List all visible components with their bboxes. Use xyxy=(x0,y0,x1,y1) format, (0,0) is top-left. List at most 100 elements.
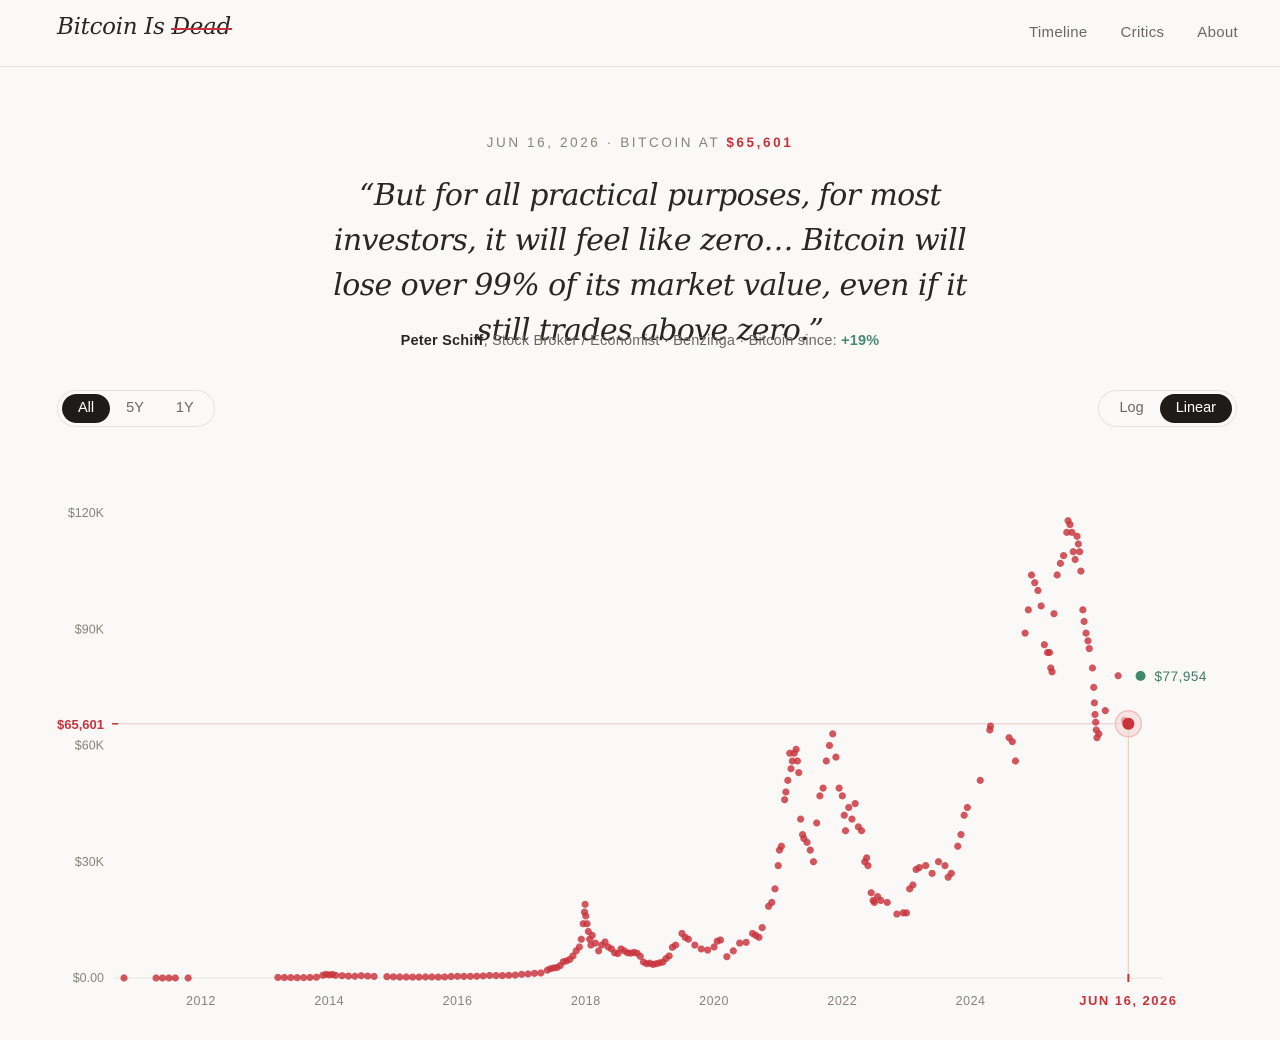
price-point xyxy=(848,815,856,823)
price-point xyxy=(1037,602,1045,610)
price-point xyxy=(838,792,846,800)
price-point xyxy=(383,973,391,981)
site-logo[interactable]: Bitcoin Is Dead xyxy=(57,14,231,40)
price-point xyxy=(986,722,995,730)
price-point xyxy=(1092,718,1100,726)
price-point xyxy=(835,784,843,792)
price-chart[interactable]: $0.00 $30K $60K $90K $120K 2012 2014 2016 2018 20… xyxy=(0,440,1280,1020)
price-point xyxy=(1024,606,1032,614)
highlight-date-label: JUN 16, 2026 xyxy=(1079,993,1177,1008)
price-point xyxy=(595,947,603,955)
price-point xyxy=(434,973,442,981)
price-point xyxy=(816,792,824,800)
price-point xyxy=(370,972,378,981)
price-point xyxy=(460,972,468,981)
range-1y-button[interactable]: 1Y xyxy=(175,400,194,416)
price-point xyxy=(473,972,481,980)
scale-log-button[interactable]: Log xyxy=(1119,400,1144,416)
quote-author: Peter Schiff xyxy=(400,333,484,349)
price-point xyxy=(883,898,891,907)
price-point xyxy=(1069,548,1077,556)
current-price-label: $77,954 xyxy=(1155,669,1207,684)
price-point xyxy=(1077,567,1085,575)
price-point xyxy=(1068,528,1076,536)
price-point xyxy=(825,741,834,750)
price-point xyxy=(421,973,430,981)
price-point xyxy=(742,938,750,946)
scale-selector: Log Linear xyxy=(1098,390,1237,427)
quote-kicker: JUN 16, 2026 · BITCOIN AT $65,601 xyxy=(0,135,1280,150)
price-point xyxy=(671,941,680,949)
price-point xyxy=(665,952,673,960)
range-5y-button[interactable]: 5Y xyxy=(126,400,144,416)
price-point xyxy=(447,972,455,981)
price-point xyxy=(716,936,725,944)
price-point xyxy=(1050,610,1058,618)
price-point xyxy=(1114,672,1122,680)
price-point xyxy=(710,943,718,951)
critic-quote: “But for all practical purposes, for mos… xyxy=(333,178,967,348)
price-point xyxy=(893,910,901,918)
price-point xyxy=(1079,606,1087,614)
price-point xyxy=(841,827,850,835)
price-point xyxy=(954,842,962,850)
price-point xyxy=(158,974,167,982)
price-point xyxy=(845,803,853,812)
price-point xyxy=(851,800,859,808)
price-point xyxy=(771,885,779,893)
price-point xyxy=(870,898,878,907)
current-price-point xyxy=(1135,670,1146,681)
x-tick-label: 2014 xyxy=(314,994,344,1008)
price-point xyxy=(306,973,314,982)
nav-critics[interactable]: Critics xyxy=(1120,24,1165,41)
price-point xyxy=(332,971,340,979)
price-point xyxy=(498,972,507,980)
price-point xyxy=(120,974,128,982)
price-point xyxy=(1056,559,1064,567)
scale-linear-button[interactable]: Linear xyxy=(1159,394,1232,423)
price-point xyxy=(479,972,487,980)
range-all-button[interactable]: All xyxy=(62,394,111,423)
price-point xyxy=(577,935,585,943)
price-point xyxy=(928,869,936,877)
y-tick-label: $0.00 xyxy=(73,971,104,985)
price-point xyxy=(582,912,590,920)
price-point xyxy=(782,788,790,796)
price-point xyxy=(1073,532,1081,540)
price-point xyxy=(691,941,699,949)
price-point xyxy=(364,972,372,980)
price-point xyxy=(934,858,943,866)
x-tick-label: 2022 xyxy=(827,994,857,1008)
nav-timeline[interactable]: Timeline xyxy=(1029,24,1088,41)
price-point xyxy=(863,854,871,862)
y-tick-label: $90K xyxy=(75,622,105,636)
price-point xyxy=(1021,629,1029,637)
logo-prefix: Bitcoin Is xyxy=(57,14,172,40)
price-point xyxy=(575,943,583,951)
price-point xyxy=(1082,629,1090,637)
price-point xyxy=(441,973,449,981)
price-point xyxy=(909,881,917,889)
kicker-label: · BITCOIN AT xyxy=(600,135,727,150)
price-point xyxy=(312,973,321,981)
x-tick-label: 2012 xyxy=(186,994,216,1008)
price-point xyxy=(1084,637,1092,645)
price-point xyxy=(832,753,840,761)
price-point xyxy=(1008,738,1016,746)
price-point xyxy=(280,973,288,982)
price-point xyxy=(1090,683,1098,691)
price-point xyxy=(1095,730,1103,738)
price-point xyxy=(1080,617,1088,626)
price-point xyxy=(1045,648,1054,657)
price-point xyxy=(1074,540,1082,548)
kicker-price: $65,601 xyxy=(726,135,794,150)
price-point xyxy=(1071,555,1079,564)
gain-since: +19% xyxy=(841,333,880,349)
price-point xyxy=(505,971,513,979)
nav-about[interactable]: About xyxy=(1197,24,1238,41)
price-point xyxy=(867,889,875,897)
price-point xyxy=(485,971,494,980)
price-point xyxy=(274,973,282,982)
logo-struck-word: Dead xyxy=(171,14,232,40)
price-point xyxy=(409,973,417,981)
